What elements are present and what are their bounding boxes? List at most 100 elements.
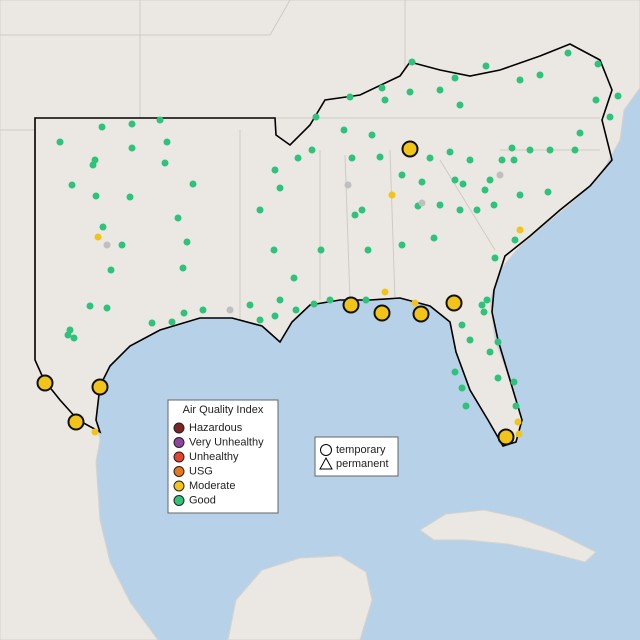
temporary-site [401, 140, 419, 158]
legend-label: Good [189, 494, 216, 506]
monitor-site [256, 206, 264, 214]
monitor-site [515, 430, 523, 438]
monitor-site [317, 246, 325, 254]
legend-label: Moderate [189, 480, 235, 492]
monitor-site [418, 199, 426, 207]
monitor-site [183, 238, 191, 246]
monitor-site [516, 191, 524, 199]
monitor-site [451, 74, 459, 82]
monitor-site [99, 223, 107, 231]
monitor-site [376, 153, 384, 161]
monitor-site [510, 156, 518, 164]
monitor-site [486, 348, 494, 356]
temporary-site [342, 296, 360, 314]
legend-box [167, 399, 279, 514]
temporary-site [373, 304, 391, 322]
monitor-site [381, 96, 389, 104]
monitor-site [462, 402, 470, 410]
monitor-site [64, 331, 72, 339]
shape-legend-box [314, 436, 399, 477]
monitor-site [276, 184, 284, 192]
monitor-site [381, 288, 389, 296]
aqi-legend: Air Quality Index Hazardous Very Unhealth… [167, 399, 279, 514]
monitor-site [103, 241, 111, 249]
temporary-site [445, 294, 463, 312]
monitor-site [481, 186, 489, 194]
monitor-site [103, 304, 111, 312]
permanent-icon [319, 456, 333, 470]
shape-label: permanent [336, 458, 389, 470]
monitor-site [168, 318, 176, 326]
monitor-site [179, 264, 187, 272]
temporary-icon [320, 444, 332, 456]
legend-swatch [173, 451, 185, 463]
legend-items: Hazardous Very Unhealthy Unhealthy USG Moder… [173, 422, 264, 506]
monitor-site [156, 116, 164, 124]
monitor-site [128, 120, 136, 128]
monitor-site [310, 300, 318, 308]
monitor-site [312, 113, 320, 121]
monitor-site [92, 192, 100, 200]
shape-legend: temporary permanent [314, 436, 399, 477]
monitor-site [436, 201, 444, 209]
monitor-site [511, 236, 519, 244]
monitor-site [571, 146, 579, 154]
monitor-site [378, 84, 386, 92]
temporary-site [91, 378, 109, 396]
monitor-site [308, 146, 316, 154]
monitor-site [458, 321, 466, 329]
monitor-site [490, 201, 498, 209]
monitor-site [576, 129, 584, 137]
monitor-site [418, 178, 426, 186]
monitor-site [483, 296, 491, 304]
monitor-site [606, 113, 614, 121]
legend-label: USG [189, 465, 213, 477]
monitor-site [398, 241, 406, 249]
monitor-site [362, 296, 370, 304]
monitor-site [446, 148, 454, 156]
legend-title: Air Quality Index [183, 404, 264, 416]
monitor-site [466, 156, 474, 164]
monitor-site [544, 188, 552, 196]
monitor-site [271, 166, 279, 174]
monitor-site [516, 76, 524, 84]
monitor-site [189, 180, 197, 188]
monitor-site [351, 211, 359, 219]
shape-label: temporary [336, 444, 386, 456]
monitor-site [270, 246, 278, 254]
monitor-site [348, 154, 356, 162]
monitor-site [70, 334, 78, 342]
monitor-site [246, 301, 254, 309]
monitor-site [496, 171, 504, 179]
monitor-site [163, 138, 171, 146]
monitor-site [408, 58, 416, 66]
monitor-site [89, 161, 97, 169]
monitor-site [494, 338, 502, 346]
monitor-site [473, 206, 481, 214]
legend-label: Unhealthy [189, 451, 239, 463]
monitor-site [107, 266, 115, 274]
monitor-site [174, 214, 182, 222]
legend-swatch [173, 437, 185, 448]
monitor-site [271, 312, 279, 320]
legend-swatch [173, 480, 185, 492]
monitor-site [564, 49, 572, 57]
monitor-site [180, 309, 188, 317]
temporary-site [412, 305, 430, 323]
monitor-site [498, 156, 506, 164]
monitor-site [494, 374, 502, 382]
monitor-site [364, 246, 372, 254]
legend-swatch [173, 466, 185, 477]
legend-label: Very Unhealthy [189, 436, 264, 448]
monitor-site [226, 306, 234, 314]
monitor-site [256, 316, 264, 324]
monitor-site [466, 336, 474, 344]
monitor-site [512, 402, 520, 410]
monitor-site [592, 96, 600, 104]
monitor-site [340, 126, 348, 134]
monitor-site [526, 146, 534, 154]
monitor-site [516, 226, 524, 234]
monitor-site [56, 138, 64, 146]
monitor-site [508, 144, 516, 152]
